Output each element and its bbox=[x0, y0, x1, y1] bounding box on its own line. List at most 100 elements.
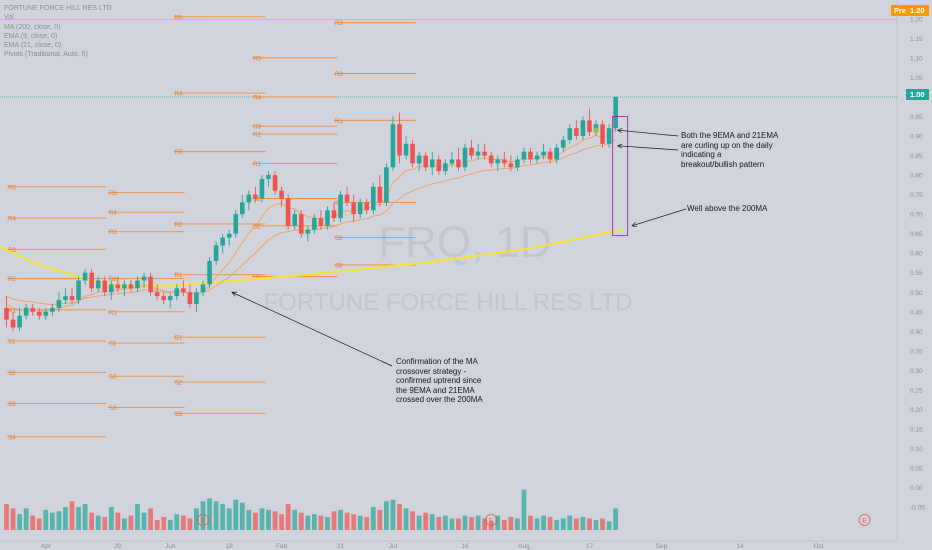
pivot-label: R5 bbox=[8, 185, 16, 191]
y-tick-label: 0.55 bbox=[910, 270, 923, 277]
volume-bar bbox=[573, 518, 579, 530]
candle-body bbox=[82, 272, 88, 281]
candle-body bbox=[56, 300, 62, 308]
earnings-marker-label: E bbox=[201, 517, 206, 524]
volume-bar bbox=[115, 512, 121, 530]
pivot-label: R3 bbox=[335, 21, 343, 27]
candle-body bbox=[292, 214, 297, 226]
volume-bar bbox=[220, 504, 226, 530]
x-tick-label: Oct bbox=[814, 543, 824, 550]
pivot-label: R2 bbox=[253, 133, 261, 139]
pivot-label: R1 bbox=[8, 308, 16, 314]
volume-bar bbox=[436, 517, 442, 530]
ema21-line bbox=[6, 139, 616, 305]
volume-bar bbox=[495, 515, 501, 530]
volume-bar bbox=[141, 512, 147, 530]
legend-item-volume[interactable]: Vol bbox=[4, 14, 14, 22]
legend-item-ema21[interactable]: EMA (21, close, 0) bbox=[4, 42, 62, 50]
candle-body bbox=[515, 159, 520, 168]
crossover-arrow-head bbox=[231, 291, 238, 297]
candle-body bbox=[469, 147, 474, 156]
candle-body bbox=[122, 284, 127, 289]
volume-bar bbox=[416, 515, 422, 530]
pivot-label: S1 bbox=[175, 336, 183, 342]
volume-bar bbox=[266, 509, 271, 530]
volume-bar bbox=[63, 506, 68, 530]
ma200-note-line: Well above the 200MA bbox=[687, 204, 768, 213]
candle-body bbox=[272, 175, 278, 191]
volume-bar bbox=[515, 518, 520, 530]
volume-bar bbox=[613, 508, 619, 530]
legend-item-pivots[interactable]: Pivots (Traditional, Auto, 5) bbox=[4, 51, 88, 59]
y-tick-label: 0.25 bbox=[910, 387, 923, 394]
watermark-name: FORTUNE FORCE HILL RES LTD bbox=[264, 289, 633, 316]
candle-body bbox=[141, 276, 147, 281]
candle-body bbox=[449, 159, 455, 164]
candle-body bbox=[541, 151, 546, 156]
crossover-note[interactable]: Confirmation of the MA crossover strateg… bbox=[396, 357, 483, 405]
signal-dot bbox=[593, 127, 599, 133]
volume-bar bbox=[148, 508, 153, 530]
ma200-arrow bbox=[631, 208, 687, 227]
volume-bar bbox=[338, 509, 343, 530]
volume-bar bbox=[82, 504, 88, 530]
volume-bar bbox=[351, 514, 357, 530]
pivot-label: R4 bbox=[175, 92, 183, 98]
candle-body bbox=[600, 124, 605, 144]
crossover-note-line: Confirmation of the MA bbox=[396, 357, 478, 366]
pivot-label: R2 bbox=[175, 222, 183, 228]
pivot-label: R4 bbox=[109, 211, 117, 217]
pivot-label: S2 bbox=[109, 375, 117, 381]
candle-body bbox=[351, 202, 356, 215]
candle-body bbox=[154, 292, 160, 297]
pivot-label: R2 bbox=[335, 72, 343, 78]
pivot-label: S3 bbox=[109, 406, 117, 412]
candle-body bbox=[456, 159, 461, 168]
candle-body bbox=[508, 163, 514, 168]
pre-market-label: Pre bbox=[891, 5, 906, 16]
volume-bar bbox=[541, 515, 546, 530]
earnings-marker-label: E bbox=[862, 517, 867, 524]
volume-bar bbox=[207, 498, 212, 530]
volume-bar bbox=[469, 517, 474, 530]
candle-body bbox=[488, 155, 494, 164]
volume-bar bbox=[253, 512, 258, 530]
ema-curl-arrow-top bbox=[617, 129, 679, 137]
volume-bar bbox=[233, 499, 239, 530]
pre-market-price-badge: 1.20 bbox=[906, 5, 929, 16]
volume-bar bbox=[456, 518, 461, 530]
x-tick-label: 14 bbox=[736, 543, 744, 550]
volume-bar bbox=[259, 508, 265, 530]
candle-body bbox=[429, 159, 435, 168]
volume-bar bbox=[239, 502, 245, 530]
candle-body bbox=[554, 147, 559, 160]
ema-curl-note-line: Both the 9EMA and 21EMA bbox=[681, 131, 779, 140]
candle-body bbox=[377, 186, 383, 203]
candle-body bbox=[266, 175, 271, 179]
symbol-title[interactable]: FORTUNE FORCE HILL RES LTD bbox=[4, 4, 112, 13]
pivot-label: S1 bbox=[109, 342, 117, 348]
pivot-label: R5 bbox=[175, 15, 183, 21]
volume-bar bbox=[56, 511, 62, 530]
crossover-arrow bbox=[231, 291, 393, 367]
earnings-marker-icon bbox=[197, 514, 209, 526]
legend-item-ma200[interactable]: MA (200, close, 0) bbox=[4, 23, 61, 31]
ma200-note[interactable]: Well above the 200MA bbox=[687, 204, 767, 214]
candle-body bbox=[410, 143, 415, 164]
candle-body bbox=[76, 280, 81, 301]
candle-body bbox=[403, 143, 409, 156]
legend-item-ema9[interactable]: EMA (9, close, 0) bbox=[4, 32, 58, 40]
y-tick-label: 0.45 bbox=[910, 309, 923, 316]
crossover-note-line: the 9EMA and 21EMA bbox=[396, 385, 475, 395]
candle-body bbox=[305, 229, 311, 234]
volume-bar bbox=[390, 499, 396, 530]
x-tick-label: Feb bbox=[276, 543, 288, 550]
candle-body bbox=[397, 124, 402, 156]
x-tick-label: Jul bbox=[389, 543, 398, 550]
volume-bar bbox=[554, 519, 560, 530]
pivot-label: S2 bbox=[8, 371, 16, 377]
volume-bar bbox=[397, 504, 402, 530]
pivot-label: R2 bbox=[8, 277, 16, 283]
ema-curl-note[interactable]: Both the 9EMA and 21EMA are curling up o… bbox=[681, 131, 778, 169]
